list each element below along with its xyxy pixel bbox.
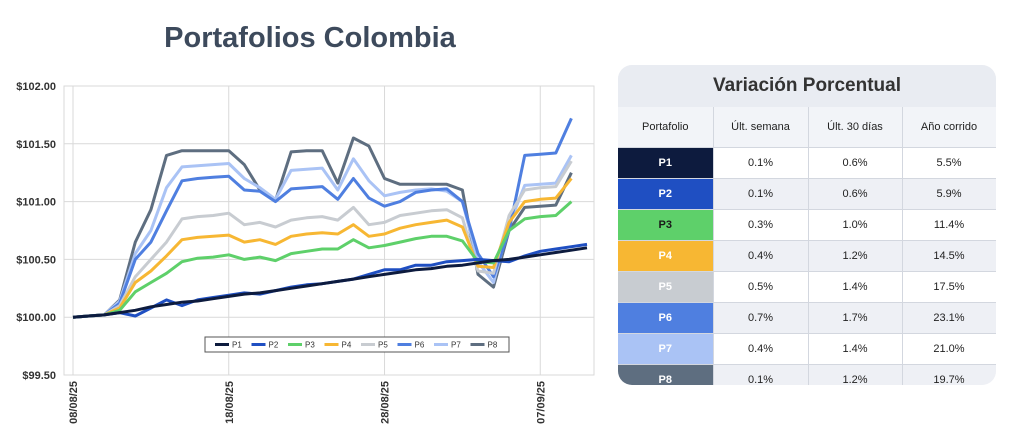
y-tick-label: $101.50: [16, 139, 56, 151]
ytd-cell: 17.5%: [902, 271, 996, 303]
week-cell: 0.5%: [713, 271, 809, 303]
ytd-cell: 11.4%: [902, 209, 996, 241]
table-row: P3 0.3% 1.0% 11.4%: [618, 209, 996, 241]
ytd-cell: 5.9%: [902, 178, 996, 210]
week-cell: 0.1%: [713, 364, 809, 385]
header-portafolio: Portafolio: [618, 107, 714, 148]
table-row: P4 0.4% 1.2% 14.5%: [618, 240, 996, 272]
legend-label: P8: [488, 341, 498, 350]
portfolio-name-cell: P3: [618, 209, 714, 241]
ytd-cell: 14.5%: [902, 240, 996, 272]
d30-cell: 1.7%: [808, 302, 903, 334]
x-tick-label: 18/08/25: [224, 381, 236, 424]
y-tick-label: $100.50: [16, 254, 56, 266]
x-tick-label: 08/08/25: [68, 381, 80, 424]
legend-label: P2: [269, 341, 279, 350]
table-body: P1 0.1% 0.6% 5.5% P2 0.1% 0.6% 5.9% P3 0.3% 1.0% 11…: [618, 147, 996, 385]
table-row: P2 0.1% 0.6% 5.9%: [618, 178, 996, 210]
header-ult-30-dias: Últ. 30 días: [808, 107, 903, 148]
series-line-p4: [72, 177, 573, 319]
y-tick-label: $100.00: [16, 312, 56, 324]
series-line-p1: [72, 246, 588, 319]
variation-table: Portafolio Últ. semana Últ. 30 días Año …: [618, 107, 996, 385]
table-header-row: Portafolio Últ. semana Últ. 30 días Año …: [618, 107, 996, 148]
header-ult-semana: Últ. semana: [713, 107, 809, 148]
portfolio-name-cell: P7: [618, 333, 714, 365]
week-cell: 0.7%: [713, 302, 809, 334]
d30-cell: 1.2%: [808, 364, 903, 385]
series-line-p7: [72, 154, 573, 319]
week-cell: 0.4%: [713, 333, 809, 365]
x-tick-label: 28/08/25: [380, 381, 392, 424]
portfolio-name-cell: P1: [618, 147, 714, 179]
series-line-p8: [72, 136, 573, 319]
portfolio-name-cell: P6: [618, 302, 714, 334]
header-ano-corrido: Año corrido: [902, 107, 996, 148]
y-tick-label: $101.00: [16, 197, 56, 209]
week-cell: 0.3%: [713, 209, 809, 241]
week-cell: 0.1%: [713, 147, 809, 179]
y-axis-ticks: $99.50 $100.00 $100.50 $101.00 $101.50 $102.0…: [16, 81, 56, 382]
variation-table-panel: Variación Porcentual Portafolio Últ. sem…: [618, 65, 996, 385]
legend-label: P4: [342, 341, 352, 350]
table-row: P5 0.5% 1.4% 17.5%: [618, 271, 996, 303]
portfolio-name-cell: P2: [618, 178, 714, 210]
d30-cell: 1.2%: [808, 240, 903, 272]
chart-title: Portafolios Colombia: [164, 22, 456, 54]
legend-label: P7: [451, 341, 461, 350]
d30-cell: 1.4%: [808, 271, 903, 303]
d30-cell: 1.0%: [808, 209, 903, 241]
ytd-cell: 5.5%: [902, 147, 996, 179]
legend-label: P1: [232, 341, 242, 350]
d30-cell: 0.6%: [808, 178, 903, 210]
chart-legend: P1 P2 P3 P4 P5 P6 P7 P8: [204, 336, 510, 353]
y-tick-label: $99.50: [22, 370, 56, 382]
ytd-cell: 21.0%: [902, 333, 996, 365]
y-tick-label: $102.00: [16, 81, 56, 93]
plot-frame: [63, 85, 595, 376]
table-row: P1 0.1% 0.6% 5.5%: [618, 147, 996, 179]
table-row: P8 0.1% 1.2% 19.7%: [618, 364, 996, 385]
table-title: Variación Porcentual: [618, 65, 996, 107]
ytd-cell: 23.1%: [902, 302, 996, 334]
table-row: P7 0.4% 1.4% 21.0%: [618, 333, 996, 365]
legend-label: P3: [305, 341, 315, 350]
legend-label: P5: [378, 341, 388, 350]
legend-box: [204, 336, 510, 353]
d30-cell: 1.4%: [808, 333, 903, 365]
chart-grid: [63, 85, 595, 376]
week-cell: 0.1%: [713, 178, 809, 210]
d30-cell: 0.6%: [808, 147, 903, 179]
portfolio-name-cell: P5: [618, 271, 714, 303]
week-cell: 0.4%: [713, 240, 809, 272]
table-row: P6 0.7% 1.7% 23.1%: [618, 302, 996, 334]
series-line-p6: [72, 117, 573, 319]
portfolio-name-cell: P8: [618, 364, 714, 385]
x-axis-ticks: 08/08/25 18/08/25 28/08/25 07/09/25: [68, 381, 547, 424]
series-lines: [72, 117, 588, 319]
line-chart: $99.50 $100.00 $100.50 $101.00 $101.50 $102.0…: [16, 81, 595, 424]
x-tick-label: 07/09/25: [535, 381, 547, 424]
series-line-p5: [72, 160, 573, 319]
ytd-cell: 19.7%: [902, 364, 996, 385]
legend-label: P6: [415, 341, 425, 350]
portfolio-name-cell: P4: [618, 240, 714, 272]
